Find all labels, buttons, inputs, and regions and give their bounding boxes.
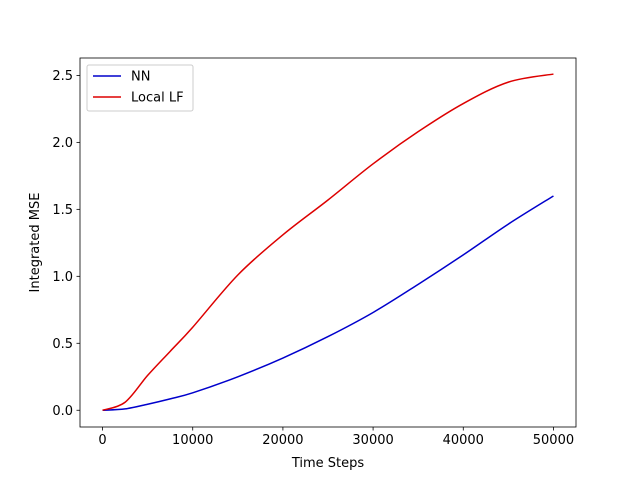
x-tick-label: 50000 — [533, 433, 574, 448]
x-tick-label: 0 — [98, 433, 106, 448]
legend-label-local-lf: Local LF — [131, 91, 184, 106]
x-tick-label: 40000 — [443, 433, 484, 448]
x-tick-label: 30000 — [352, 433, 393, 448]
legend: NN Local LF — [86, 64, 194, 112]
legend-label-nn: NN — [131, 70, 150, 85]
y-axis-label: Integrated MSE — [28, 193, 43, 293]
x-tick-label: 20000 — [262, 433, 303, 448]
x-tick-label: 10000 — [172, 433, 213, 448]
y-tick-label: 2.5 — [52, 69, 73, 84]
y-tick-label: 0.5 — [52, 337, 73, 352]
plot-lines — [102, 73, 554, 412]
y-tick-label: 1.0 — [52, 270, 73, 285]
x-axis-label: Time Steps — [291, 456, 365, 471]
x-axis-ticks: 0 10000 20000 30000 40000 50000 — [98, 427, 574, 448]
y-tick-label: 0.0 — [52, 404, 73, 419]
y-tick-label: 1.5 — [52, 203, 73, 218]
y-tick-label: 2.0 — [52, 136, 73, 151]
series-line-local-lf — [102, 73, 554, 411]
y-axis-ticks: 0.0 0.5 1.0 1.5 2.0 2.5 — [52, 69, 80, 419]
axes-frame — [79, 57, 577, 428]
series-line-nn — [102, 195, 554, 412]
